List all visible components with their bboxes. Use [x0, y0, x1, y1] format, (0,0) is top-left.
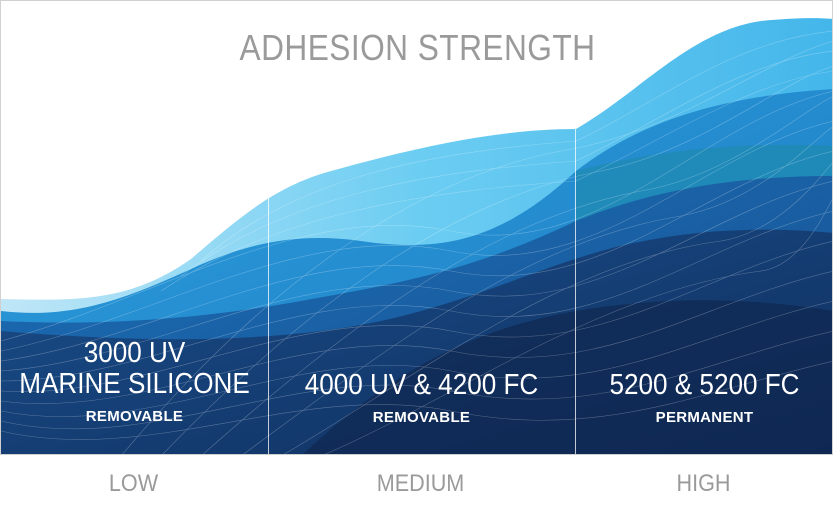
- zone-adhesion-type: PERMANENT: [655, 409, 754, 426]
- level-low-label: LOW: [108, 470, 159, 497]
- zone-product-name: 4000 UV & 4200 FC: [304, 369, 539, 401]
- diagram-title: ADHESION STRENGTH: [239, 27, 596, 68]
- wave-background: [1, 18, 832, 454]
- adhesion-strength-graphic: ADHESION STRENGTH 3000 UV MARINE SILICON…: [0, 0, 833, 455]
- level-medium-label: MEDIUM: [376, 470, 465, 497]
- zone-low: 3000 UV MARINE SILICONE REMOVABLE: [1, 337, 268, 426]
- zone-high: 5200 & 5200 FC PERMANENT: [575, 369, 832, 427]
- wave-line-pattern: [1, 30, 832, 454]
- zone-adhesion-type: REMOVABLE: [85, 408, 184, 425]
- zone-product-name: 3000 UV MARINE SILICONE: [19, 337, 250, 400]
- zone-adhesion-type: REMOVABLE: [372, 409, 471, 426]
- zone-divider-2: [575, 129, 576, 454]
- zone-medium: 4000 UV & 4200 FC REMOVABLE: [268, 369, 575, 427]
- zone-product-name: 5200 & 5200 FC: [609, 369, 800, 401]
- zone-divider-1: [268, 161, 269, 454]
- wave-layer-darkest: [303, 300, 832, 454]
- level-high-label: HIGH: [676, 470, 731, 497]
